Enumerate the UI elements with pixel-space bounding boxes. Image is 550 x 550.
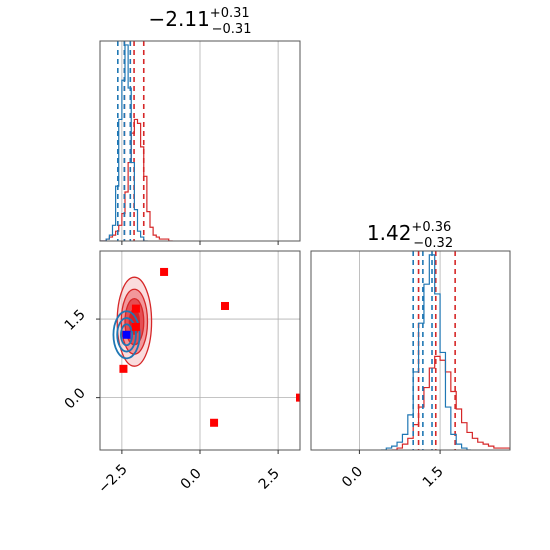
joint-y-tick-label-1: 1.5 (62, 307, 89, 334)
param1-ticks (121, 241, 279, 245)
joint-contours (112, 267, 300, 427)
joint-blue-contour-2 (120, 323, 134, 347)
param2-title-sup: +0.36 (411, 220, 451, 235)
param2-tick-label-1: 1.5 (420, 464, 447, 491)
panel-param1-hist: −2.11+0.31 −0.31 (99, 6, 301, 245)
joint-x-tick-label-1: 0.0 (178, 466, 205, 493)
param2-tick-label-0: 0.0 (339, 464, 366, 491)
joint-x-tick-label-2: 2.5 (256, 466, 283, 493)
param2-series (380, 251, 510, 450)
param2-hist-step-0 (391, 355, 510, 450)
param1-hist-step-0 (100, 118, 173, 241)
joint-blue-marker-0 (122, 330, 131, 339)
param1-title-main: −2.11 (149, 7, 210, 31)
joint-red-marker-1 (221, 301, 229, 310)
joint-blue-contour-0 (112, 310, 141, 360)
joint-red-marker-0 (160, 267, 169, 276)
param2-hist-step-1 (380, 254, 471, 450)
joint-red-marker-4 (131, 304, 140, 313)
param2-ticks: 0.0 1.5 (339, 450, 447, 491)
joint-red-marker-5 (131, 322, 140, 331)
joint-red-marker-6 (296, 393, 300, 402)
joint-x-tick-label-0: −2.5 (95, 461, 130, 496)
param2-title: 1.42+0.36 −0.32 (367, 220, 453, 251)
panel-joint: −2.5 0.0 2.5 0.0 1.5 (62, 250, 301, 497)
param1-title-sup: +0.31 (210, 6, 250, 21)
joint-ticks: −2.5 0.0 2.5 0.0 1.5 (62, 307, 283, 497)
param1-title: −2.11+0.31 −0.31 (149, 6, 252, 37)
joint-blue-contour-1 (116, 317, 137, 353)
panel-param2-hist: 1.42+0.36 −0.32 0.0 1.5 (310, 220, 511, 491)
param2-axes-frame (310, 250, 511, 451)
joint-red-marker-3 (119, 364, 128, 373)
param1-title-sub: −0.31 (212, 22, 252, 37)
param2-title-main: 1.42 (367, 221, 412, 245)
param1-grid (121, 41, 279, 241)
joint-red-marker-2 (210, 418, 219, 427)
param1-series (100, 41, 173, 241)
param2-title-sub: −0.32 (413, 236, 453, 251)
param2-grid (359, 251, 441, 450)
joint-y-tick-label-0: 0.0 (62, 385, 89, 412)
